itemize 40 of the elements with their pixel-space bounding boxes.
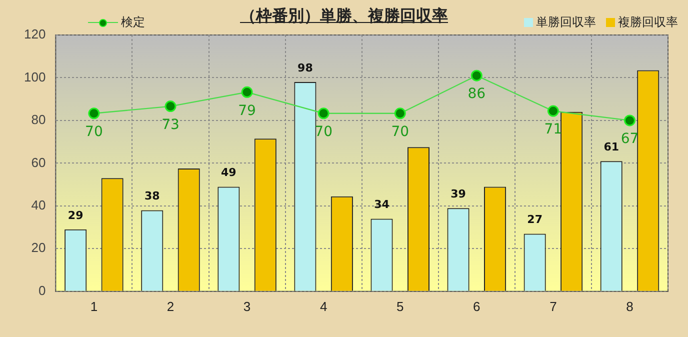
legend-label: 検定 — [121, 14, 145, 31]
point — [624, 114, 636, 126]
point — [394, 108, 406, 120]
data-label: 70 — [85, 124, 103, 140]
data-label: 49 — [221, 166, 236, 180]
legend-label: 複勝回収率 — [618, 14, 678, 31]
data-label: 70 — [391, 124, 410, 140]
data-label: 73 — [162, 116, 180, 133]
y-tick-label: 0 — [38, 282, 46, 298]
y-tick-label: 120 — [24, 26, 46, 42]
x-tick-label: 3 — [243, 298, 251, 314]
x-tick-label: 1 — [90, 298, 98, 314]
legend-label: 単勝回収率 — [536, 14, 596, 31]
y-tick-label: 60 — [31, 154, 46, 170]
data-label: 86 — [468, 86, 486, 102]
x-tick-label: 4 — [320, 298, 328, 314]
data-label: 38 — [144, 190, 160, 203]
point — [318, 108, 330, 120]
point — [547, 105, 559, 117]
data-label: 39 — [450, 187, 466, 200]
point — [241, 86, 253, 98]
data-label: 34 — [374, 198, 390, 212]
point — [164, 100, 176, 112]
data-label: 27 — [527, 213, 542, 226]
y-tick-label: 40 — [31, 198, 46, 213]
x-tick-label: 7 — [550, 298, 557, 314]
y-tick-label: 100 — [24, 69, 46, 84]
x-tick-label: 2 — [166, 298, 174, 314]
chart-title: （枠番別）単勝、複勝回収率 — [240, 6, 448, 25]
x-tick-label: 5 — [396, 298, 404, 314]
point — [88, 108, 100, 120]
data-label: 98 — [298, 61, 313, 74]
data-label: 29 — [68, 208, 84, 222]
x-tick-label: 8 — [626, 298, 634, 314]
x-tick-label: 6 — [473, 298, 480, 314]
y-tick-label: 80 — [31, 112, 46, 128]
data-label: 79 — [238, 102, 256, 119]
data-label: 61 — [604, 140, 620, 154]
y-tick-label: 20 — [31, 240, 46, 256]
point — [470, 70, 482, 82]
